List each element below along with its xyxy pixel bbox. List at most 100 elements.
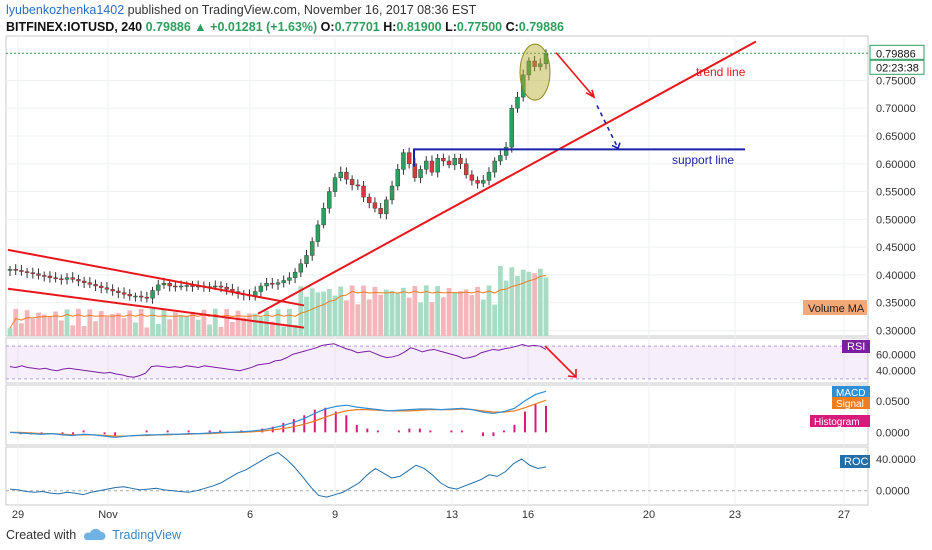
volume-bar bbox=[321, 291, 327, 336]
volume-bar bbox=[247, 313, 252, 336]
candle-body bbox=[53, 277, 58, 279]
volume-bar bbox=[458, 291, 463, 336]
volume-bar bbox=[418, 302, 423, 336]
candle-body bbox=[156, 284, 161, 291]
volume-ma-line bbox=[9, 275, 547, 329]
candle-body bbox=[167, 283, 172, 287]
tradingview-brand[interactable]: TradingView bbox=[112, 528, 181, 542]
candle-body bbox=[121, 292, 127, 295]
tradingview-cloud-icon bbox=[84, 528, 106, 540]
high-value: 0.81900 bbox=[396, 20, 442, 34]
volume-bar bbox=[446, 287, 452, 336]
volume-bar bbox=[178, 315, 184, 336]
volume-bar bbox=[497, 266, 503, 336]
candle-body bbox=[304, 255, 309, 264]
volume-bar bbox=[98, 311, 104, 336]
volume-bar bbox=[30, 318, 36, 336]
macd-tick-label: 0.0500 bbox=[876, 396, 910, 408]
rsi-line bbox=[9, 343, 547, 378]
symbol-name[interactable]: BITFINEX:IOTUSD, 240 bbox=[6, 20, 143, 34]
candle-body bbox=[184, 285, 189, 287]
roc-label: ROC bbox=[844, 456, 869, 468]
volume-bar bbox=[372, 287, 378, 336]
pane-frame-rsi bbox=[5, 337, 869, 384]
candle-body bbox=[435, 158, 440, 173]
candle-body bbox=[13, 269, 18, 271]
volume-bar bbox=[298, 286, 304, 336]
candle-body bbox=[138, 295, 144, 298]
volume-bar bbox=[383, 289, 389, 336]
volume-bar bbox=[429, 302, 435, 336]
x-tick-label: 27 bbox=[838, 509, 850, 521]
author-link[interactable]: lyubenkozhenka1402 bbox=[6, 3, 125, 17]
volume-bar bbox=[275, 309, 281, 336]
volume-bar bbox=[87, 309, 93, 336]
volume-bar bbox=[19, 323, 24, 336]
volume-bar bbox=[401, 287, 406, 336]
candle-body bbox=[270, 283, 275, 285]
volume-bar bbox=[104, 316, 110, 336]
volume-bar bbox=[190, 311, 195, 336]
x-tick-label: 13 bbox=[446, 509, 458, 521]
histogram-label: Histogram bbox=[814, 417, 860, 428]
price-change: +0.01281 (+1.63%) bbox=[210, 20, 318, 34]
publication-line: lyubenkozhenka1402 published on TradingV… bbox=[6, 3, 476, 17]
channel-lower-line bbox=[7, 287, 305, 329]
volume-bar bbox=[304, 296, 309, 336]
candle-body bbox=[93, 284, 98, 287]
created-with-text: Created with bbox=[6, 528, 77, 542]
candle-body bbox=[264, 283, 269, 287]
volume-bar bbox=[543, 277, 549, 336]
volume-bar bbox=[161, 309, 167, 336]
roc-tag bbox=[840, 455, 870, 468]
volume-bar bbox=[406, 297, 412, 336]
candle-body bbox=[441, 158, 446, 162]
volume-bar bbox=[201, 309, 207, 336]
support-line bbox=[413, 148, 745, 167]
signal-line bbox=[10, 399, 547, 437]
volume-bar bbox=[218, 326, 224, 336]
volume-bar bbox=[76, 308, 81, 336]
candle-body bbox=[64, 277, 70, 280]
candle-body bbox=[104, 287, 110, 290]
volume-bar bbox=[155, 324, 161, 336]
x-tick-label: 23 bbox=[729, 509, 741, 521]
volume-bar bbox=[395, 293, 401, 336]
candle-body bbox=[133, 295, 138, 298]
candle-body bbox=[515, 96, 520, 109]
candle-body bbox=[520, 74, 526, 98]
volume-bar bbox=[184, 315, 190, 336]
candle-body bbox=[76, 279, 81, 282]
volume-bar bbox=[440, 297, 446, 336]
candle-body bbox=[7, 269, 13, 271]
volume-bar bbox=[150, 308, 155, 336]
volume-bar bbox=[110, 314, 116, 336]
volume-bar bbox=[13, 308, 19, 336]
volume-bar bbox=[81, 326, 87, 336]
published-text: published on TradingView.com, November 1… bbox=[127, 3, 477, 17]
trend-line bbox=[257, 40, 757, 315]
highlight-ellipse bbox=[519, 43, 551, 101]
footer: Created with TradingView bbox=[6, 528, 181, 542]
volume-bar bbox=[315, 292, 321, 336]
candle-body bbox=[526, 60, 532, 76]
rsi-band bbox=[6, 346, 868, 379]
volume-bar bbox=[121, 317, 127, 336]
volume-bar bbox=[537, 268, 543, 336]
volume-bar bbox=[463, 289, 469, 336]
volume-bar bbox=[378, 294, 384, 336]
candle-body bbox=[287, 277, 292, 281]
volume-bar bbox=[93, 321, 98, 336]
volume-bar bbox=[292, 324, 298, 336]
candle-body bbox=[332, 177, 338, 192]
volume-bar bbox=[24, 310, 30, 336]
volume-bar bbox=[144, 327, 150, 336]
low-label: L: bbox=[445, 20, 457, 34]
volume-bar bbox=[36, 312, 41, 336]
volume-bar bbox=[64, 309, 70, 336]
volume-bar bbox=[224, 309, 230, 336]
y-tick-label: 0.55000 bbox=[876, 187, 916, 199]
volume-bar bbox=[526, 271, 532, 336]
candle-body bbox=[127, 294, 132, 297]
